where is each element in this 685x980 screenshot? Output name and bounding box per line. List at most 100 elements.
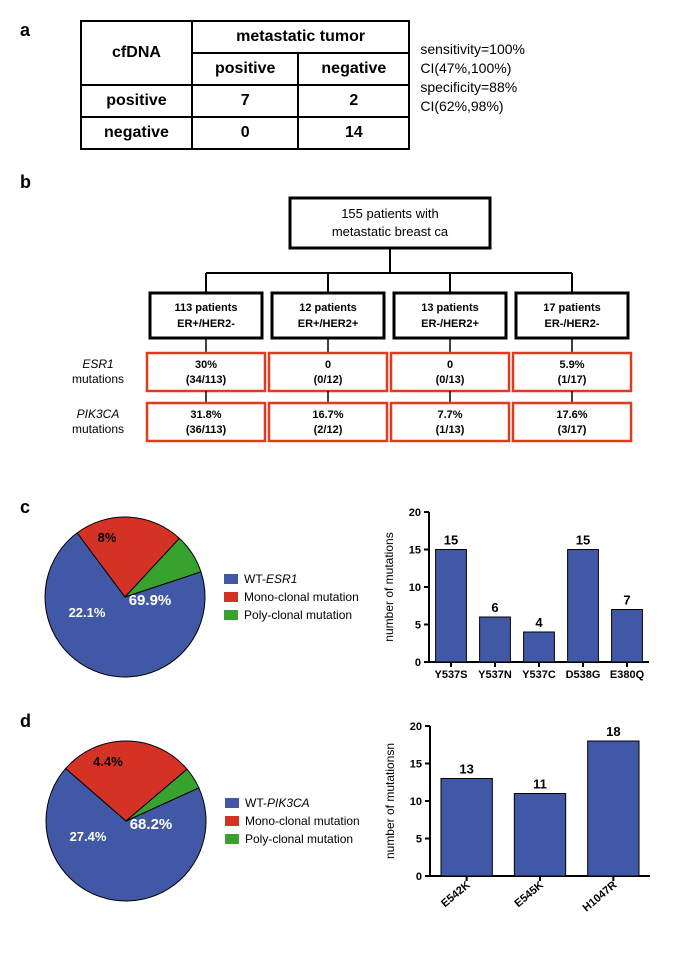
swatch-icon [225, 798, 239, 808]
cell-7: 7 [192, 85, 298, 117]
svg-text:4: 4 [535, 615, 543, 630]
top-header: metastatic tumor [192, 21, 409, 53]
svg-text:155 patients with: 155 patients with [341, 206, 439, 221]
svg-text:30%: 30% [195, 359, 217, 371]
legend-c: WT-ESR1Mono-clonal mutationPoly-clonal m… [224, 570, 359, 624]
svg-text:15: 15 [409, 545, 421, 557]
svg-text:0: 0 [447, 359, 453, 371]
side-stats: sensitivity=100% CI(47%,100%) specificit… [420, 40, 525, 116]
svg-text:22.1%: 22.1% [69, 605, 106, 620]
svg-text:mutations: mutations [72, 422, 124, 436]
cell-14: 14 [298, 117, 409, 149]
svg-text:metastatic breast ca: metastatic breast ca [332, 224, 449, 239]
svg-text:E545K: E545K [512, 879, 546, 910]
svg-text:0: 0 [416, 871, 422, 883]
panel-d-label: d [20, 711, 31, 732]
svg-text:4.4%: 4.4% [93, 754, 123, 769]
legend-label: WT-PIK3CA [245, 794, 310, 812]
svg-text:(2/12): (2/12) [314, 424, 343, 436]
swatch-icon [224, 610, 238, 620]
legend-item: WT-ESR1 [224, 570, 359, 588]
svg-text:E380Q: E380Q [610, 669, 645, 681]
col-negative: negative [298, 53, 409, 85]
row-header: cfDNA [81, 21, 192, 85]
svg-text:17 patients: 17 patients [543, 302, 600, 314]
bar-c: 05101520number of mutations15Y537S6Y537N… [379, 497, 659, 697]
sens: sensitivity=100% [420, 40, 525, 59]
legend-item: Poly-clonal mutation [224, 606, 359, 624]
svg-text:number of mutations: number of mutations [382, 532, 396, 641]
col-positive: positive [192, 53, 298, 85]
legend-label: Poly-clonal mutation [244, 606, 352, 624]
pie-c: 69.9% 22.1% 8% [30, 507, 220, 687]
svg-text:(36/113): (36/113) [186, 424, 227, 436]
svg-text:15: 15 [444, 533, 458, 548]
svg-text:E542K: E542K [439, 879, 473, 910]
svg-text:(34/113): (34/113) [186, 374, 227, 386]
panel-d: d 68.2%27.4%4.4% WT-PIK3CAMono-clonal mu… [20, 711, 665, 931]
svg-text:17.6%: 17.6% [556, 409, 587, 421]
svg-text:13: 13 [459, 762, 473, 777]
legend-label: WT-ESR1 [244, 570, 297, 588]
swatch-icon [224, 574, 238, 584]
svg-text:Y537C: Y537C [522, 669, 556, 681]
swatch-icon [224, 592, 238, 602]
legend-label: Mono-clonal mutation [245, 812, 360, 830]
svg-text:15: 15 [576, 533, 590, 548]
cfdna-table: cfDNA metastatic tumor positive negative… [80, 20, 410, 150]
swatch-icon [225, 816, 239, 826]
svg-text:mutations: mutations [72, 372, 124, 386]
svg-text:(3/17): (3/17) [558, 424, 587, 436]
svg-text:6: 6 [491, 600, 498, 615]
svg-text:PIK3CA: PIK3CA [77, 407, 120, 421]
legend-item: WT-PIK3CA [225, 794, 360, 812]
tree-diagram: 155 patients withmetastatic breast ca113… [20, 193, 660, 483]
legend-item: Poly-clonal mutation [225, 830, 360, 848]
svg-text:13 patients: 13 patients [421, 302, 478, 314]
svg-text:10: 10 [409, 582, 421, 594]
pie-c-wrap: 69.9% 22.1% 8% [30, 507, 220, 687]
svg-text:5: 5 [416, 834, 422, 846]
panel-c-label: c [20, 497, 30, 518]
svg-text:68.2%: 68.2% [130, 816, 173, 833]
legend-label: Mono-clonal mutation [244, 588, 359, 606]
row-positive: positive [81, 85, 192, 117]
svg-text:12 patients: 12 patients [299, 302, 356, 314]
cell-0: 0 [192, 117, 298, 149]
svg-text:11: 11 [533, 777, 547, 792]
pie-d: 68.2%27.4%4.4% [31, 731, 221, 911]
svg-text:number of mutationsn: number of mutationsn [383, 743, 397, 859]
row-negative: negative [81, 117, 192, 149]
svg-text:ER+/HER2-: ER+/HER2- [177, 318, 235, 330]
legend-label: Poly-clonal mutation [245, 830, 353, 848]
svg-text:7: 7 [623, 593, 630, 608]
svg-text:5: 5 [415, 620, 421, 632]
svg-text:ER-/HER2+: ER-/HER2+ [421, 318, 479, 330]
sens-ci: CI(47%,100%) [420, 59, 525, 78]
svg-text:ESR1: ESR1 [82, 357, 113, 371]
svg-text:7.7%: 7.7% [437, 409, 462, 421]
svg-text:(1/17): (1/17) [558, 374, 587, 386]
panel-a-label: a [20, 20, 30, 41]
svg-text:20: 20 [409, 721, 421, 733]
svg-text:10: 10 [409, 796, 421, 808]
svg-text:D538G: D538G [565, 669, 600, 681]
svg-text:Y537S: Y537S [434, 669, 467, 681]
bar-d: 05101520number of mutationsn13E542K11E54… [380, 711, 660, 931]
svg-text:5.9%: 5.9% [559, 359, 584, 371]
svg-text:8%: 8% [98, 530, 117, 545]
svg-text:69.9%: 69.9% [129, 592, 172, 609]
svg-text:20: 20 [409, 507, 421, 519]
svg-text:(0/12): (0/12) [314, 374, 343, 386]
svg-text:16.7%: 16.7% [312, 409, 343, 421]
svg-text:ER+/HER2+: ER+/HER2+ [298, 318, 359, 330]
legend-item: Mono-clonal mutation [224, 588, 359, 606]
legend-item: Mono-clonal mutation [225, 812, 360, 830]
cell-2: 2 [298, 85, 409, 117]
pie-d-wrap: 68.2%27.4%4.4% [31, 731, 221, 911]
svg-text:0: 0 [325, 359, 331, 371]
swatch-icon [225, 834, 239, 844]
svg-text:Y537N: Y537N [478, 669, 512, 681]
svg-text:(1/13): (1/13) [436, 424, 465, 436]
svg-text:H1047R: H1047R [580, 879, 619, 914]
